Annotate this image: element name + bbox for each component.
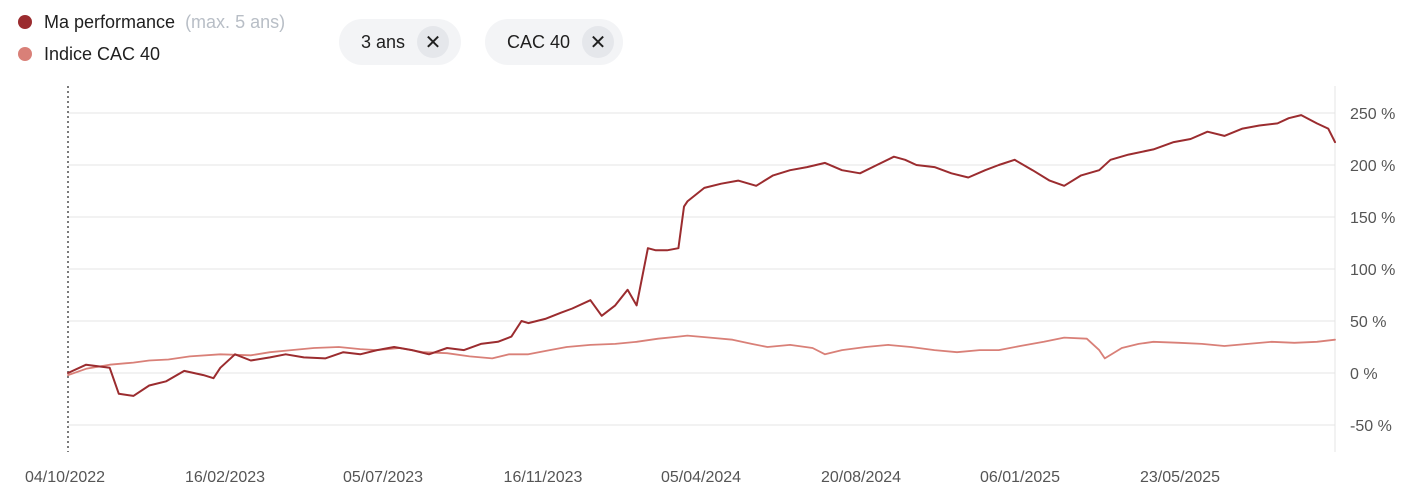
- legend: Ma performance (max. 5 ans) Indice CAC 4…: [18, 6, 285, 70]
- y-tick-label: 250 %: [1350, 106, 1395, 123]
- x-axis: 04/10/2022 16/02/2023 05/07/2023 16/11/2023…: [25, 469, 1220, 486]
- close-icon[interactable]: ✕: [582, 26, 615, 58]
- x-tick-label: 16/02/2023: [185, 469, 265, 486]
- x-tick-label: 16/11/2023: [504, 469, 583, 486]
- series-line-index: [67, 334, 1336, 376]
- x-tick-label: 05/04/2024: [661, 469, 741, 486]
- x-tick-label: 05/07/2023: [343, 469, 423, 486]
- series: [67, 114, 1336, 397]
- y-tick-label: 0 %: [1350, 366, 1378, 383]
- close-icon[interactable]: ✕: [417, 26, 450, 58]
- legend-item-performance: Ma performance (max. 5 ans): [18, 6, 285, 38]
- y-axis: 250 % 200 % 150 % 100 % 50 % 0 % -50 %: [1334, 86, 1395, 452]
- filter-chip-period-label: 3 ans: [361, 31, 406, 52]
- filter-chip-index-label: CAC 40: [507, 31, 571, 52]
- y-tick-label: -50 %: [1350, 418, 1392, 435]
- x-tick-label: 20/08/2024: [821, 469, 901, 486]
- legend-label-index: Indice CAC 40: [44, 44, 161, 64]
- legend-item-index: Indice CAC 40: [18, 38, 285, 70]
- grid: [67, 86, 1335, 452]
- y-tick-label: 100 %: [1350, 262, 1395, 279]
- legend-note-max-years: (max. 5 ans): [185, 12, 286, 32]
- y-tick-label: 50 %: [1350, 314, 1386, 331]
- x-tick-label: 04/10/2022: [25, 469, 105, 486]
- y-tick-label: 150 %: [1350, 210, 1395, 227]
- legend-dot-performance-icon: [18, 15, 32, 29]
- series-line-performance: [67, 114, 1336, 397]
- legend-label-performance: Ma performance: [44, 12, 176, 32]
- legend-dot-index-icon: [18, 47, 32, 61]
- y-tick-label: 200 %: [1350, 158, 1395, 175]
- filter-chip-index[interactable]: CAC 40 ✕: [485, 19, 623, 65]
- x-tick-label: 06/01/2025: [980, 469, 1060, 486]
- x-tick-label: 23/05/2025: [1140, 469, 1220, 486]
- filter-chip-period[interactable]: 3 ans ✕: [339, 19, 461, 65]
